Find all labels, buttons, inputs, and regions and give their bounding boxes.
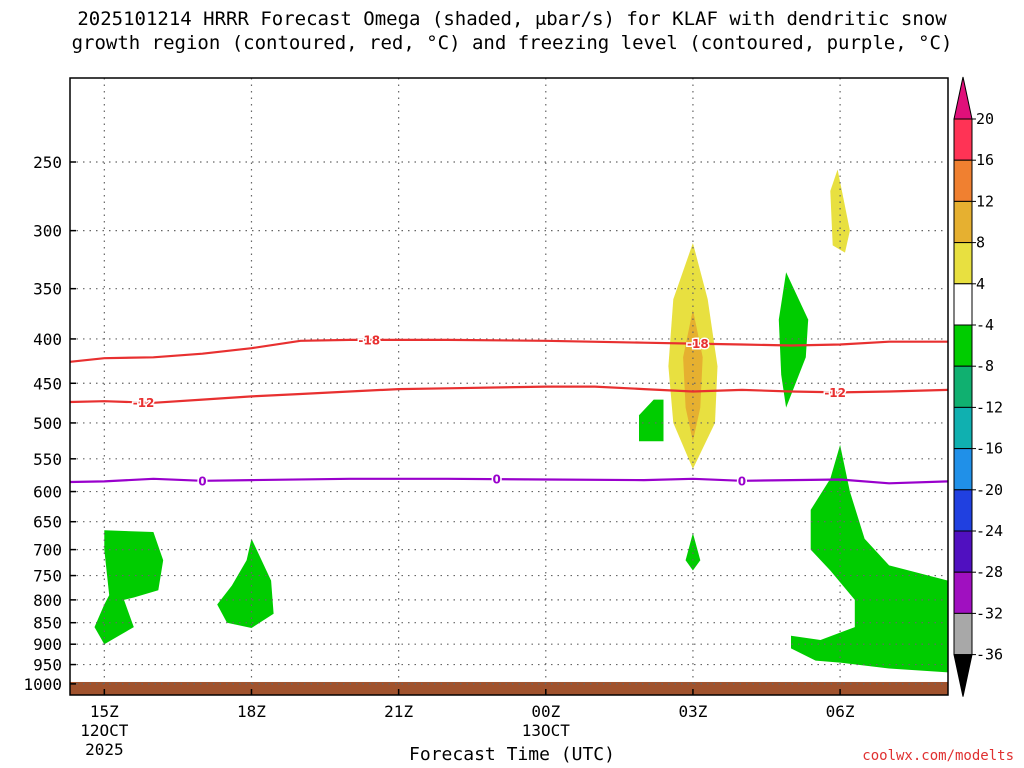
y-tick-label-400: 400 xyxy=(33,330,62,349)
x-tick-label-18: 18Z xyxy=(237,702,266,721)
colorbar-swatch-7 xyxy=(953,406,973,450)
y-tick-label-500: 500 xyxy=(33,414,62,433)
colorbar-swatch-10 xyxy=(953,530,973,573)
colorbar-label-5: -4 xyxy=(976,316,994,334)
y-tick-label-650: 650 xyxy=(33,513,62,532)
colorbar-swatch-2 xyxy=(953,200,973,244)
colorbar-label-11: -28 xyxy=(976,563,1003,581)
y-tick-label-900: 900 xyxy=(33,635,62,654)
chart-title-line-2: growth region (contoured, red, °C) and f… xyxy=(71,32,953,54)
y-tick-label-600: 600 xyxy=(33,483,62,502)
plot-frame xyxy=(69,77,949,696)
contour-label-0-1: -18 xyxy=(687,337,709,351)
omega-shading-layer xyxy=(70,169,948,695)
credit-link[interactable]: coolwx.com/modelts xyxy=(862,748,1014,764)
colorbar-label-4: 4 xyxy=(976,275,985,293)
y-tick-label-750: 750 xyxy=(33,567,62,586)
omega-region-5 xyxy=(791,444,948,673)
omega-region-4 xyxy=(778,272,809,408)
colorbar-label-3: 8 xyxy=(976,234,985,252)
colorbar-swatch-6 xyxy=(953,365,973,408)
colorbar-label-0: 20 xyxy=(976,110,994,128)
grid-layer xyxy=(70,78,948,695)
y-tick-label-550: 550 xyxy=(33,450,62,469)
y-tick-label-700: 700 xyxy=(33,541,62,560)
contour-line-1 xyxy=(69,385,949,404)
y-tick-label-850: 850 xyxy=(33,614,62,633)
colorbar-label-2: 12 xyxy=(976,192,994,210)
colorbar-label-8: -16 xyxy=(976,440,1003,458)
omega-region-1 xyxy=(217,538,274,628)
colorbar-swatch-1 xyxy=(953,159,973,202)
x-tick-date-15: 12OCT xyxy=(80,721,129,740)
axis-layer: 250 300 350 400 450 500 550 600 650 700 750 800 850 9… xyxy=(23,77,949,759)
y-tick-label-450: 450 xyxy=(33,374,62,393)
ground-surface xyxy=(70,681,948,695)
contour-label-2-2: 0 xyxy=(738,474,746,488)
contour-label-2-1: 0 xyxy=(493,473,501,487)
omega-region-8 xyxy=(830,169,850,253)
contour-label-0-0: -18 xyxy=(358,333,380,347)
omega-region-0 xyxy=(94,530,164,645)
contour-label-1-0: -12 xyxy=(133,396,155,410)
chart-title-line-1: 2025101214 HRRR Forecast Omega (shaded, … xyxy=(77,8,947,30)
colorbar-label-13: -36 xyxy=(976,646,1003,664)
x-tick-label-27: 03Z xyxy=(678,702,707,721)
colorbar-swatch-5 xyxy=(953,324,973,367)
colorbar-label-9: -20 xyxy=(976,481,1003,499)
colorbar-label-12: -32 xyxy=(976,604,1003,622)
y-tick-label-950: 950 xyxy=(33,656,62,675)
colorbar-swatch-8 xyxy=(953,448,973,491)
colorbar-swatch-9 xyxy=(953,489,973,532)
contour-line-0 xyxy=(69,338,948,363)
colorbar-layer: 20 16 12 8 4 -4 -8 -12 -16 -20 -24 -28 -32 -36 xyxy=(953,76,1003,697)
x-tick-date-24: 13OCT xyxy=(522,721,571,740)
contour-label-2-0: 0 xyxy=(198,474,206,488)
x-tick-label-30: 06Z xyxy=(826,702,855,721)
contour-layer: -18 -18 -12 -12 0 0 0 xyxy=(69,332,949,490)
y-tick-label-350: 350 xyxy=(33,280,62,299)
colorbar-label-10: -24 xyxy=(976,522,1003,540)
omega-region-2 xyxy=(639,399,664,442)
colorbar-swatch-0 xyxy=(953,118,973,161)
colorbar-label-7: -12 xyxy=(976,398,1003,416)
colorbar-label-6: -8 xyxy=(976,357,994,375)
x-tick-label-24: 00Z xyxy=(531,702,560,721)
colorbar-swatch-3 xyxy=(953,242,973,285)
x-tick-label-15: 15Z xyxy=(90,702,119,721)
colorbar-bottom-arrow xyxy=(953,654,973,697)
contour-label-1-1: -12 xyxy=(824,386,846,400)
y-tick-label-300: 300 xyxy=(33,222,62,241)
y-tick-label-250: 250 xyxy=(33,153,62,172)
colorbar-swatch-12 xyxy=(953,612,973,656)
y-tick-label-1000: 1000 xyxy=(23,675,62,694)
omega-region-3 xyxy=(685,533,701,571)
x-tick-year-15: 2025 xyxy=(85,740,124,759)
colorbar-swatch-4 xyxy=(953,283,973,326)
colorbar-swatch-11 xyxy=(953,571,973,614)
colorbar-label-1: 16 xyxy=(976,151,994,169)
y-tick-label-800: 800 xyxy=(33,591,62,610)
x-tick-label-21: 21Z xyxy=(384,702,413,721)
colorbar-top-arrow xyxy=(953,76,973,120)
x-axis-label: Forecast Time (UTC) xyxy=(409,744,615,765)
contour-line-2 xyxy=(69,477,949,485)
